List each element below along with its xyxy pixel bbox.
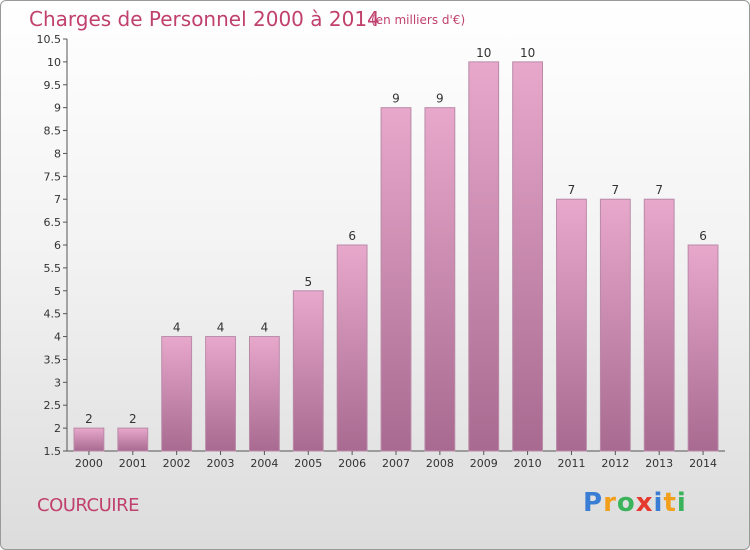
x-tick-label-2002: 2002 <box>163 457 191 470</box>
y-axis-ticks: 1.5 2 2.5 3 3.5 4 4.5 5 5.5 6 6.5 7 7.5 8 8.5 9 9.5 10 10.… <box>37 33 67 458</box>
x-tick-label-2003: 2003 <box>207 457 235 470</box>
x-tick-label-2011: 2011 <box>557 457 585 470</box>
logo-letter: x <box>635 488 654 518</box>
y-tick-label: 7.5 <box>44 170 62 183</box>
data-label-2003: 4 <box>217 321 225 335</box>
y-tick-label: 10.5 <box>37 33 62 46</box>
logo-letter: o <box>616 488 636 518</box>
data-label-2002: 4 <box>173 321 181 335</box>
x-axis-ticks: 2000 2001 2002 2003 2004 2005 2006 2007 2008 2009… <box>75 451 717 470</box>
logo-letter: P <box>583 488 604 518</box>
bar-2012 <box>599 198 631 452</box>
x-tick-label-2005: 2005 <box>294 457 322 470</box>
y-tick-label: 5.5 <box>44 262 62 275</box>
logo-letter: i <box>676 488 687 518</box>
y-tick-label: 9.5 <box>44 79 62 92</box>
y-tick-label: 8.5 <box>44 125 62 138</box>
y-tick-label: 8 <box>54 147 61 160</box>
x-tick-label-2009: 2009 <box>470 457 498 470</box>
data-label-2010: 10 <box>520 46 535 60</box>
y-tick-label: 3.5 <box>44 353 62 366</box>
logo-letter: r <box>603 488 617 518</box>
x-tick-label-2013: 2013 <box>645 457 673 470</box>
bar-2010 <box>512 61 544 452</box>
bars <box>73 61 719 452</box>
x-tick-label-2000: 2000 <box>75 457 103 470</box>
bar-2011 <box>556 198 587 452</box>
x-tick-label-2012: 2012 <box>601 457 629 470</box>
bar-2000 <box>73 427 105 452</box>
x-tick-label-2010: 2010 <box>514 457 542 470</box>
data-label-2007: 9 <box>392 92 400 106</box>
y-tick-label: 1.5 <box>44 445 62 458</box>
data-label-2006: 6 <box>348 229 356 243</box>
y-tick-label: 3 <box>54 376 61 389</box>
bar-2009 <box>468 61 500 452</box>
bar-2014 <box>687 244 719 452</box>
bar-2007 <box>380 107 412 452</box>
x-tick-label-2008: 2008 <box>426 457 454 470</box>
data-labels: 2 2 4 4 4 5 6 9 9 10 10 7 7 7 6 <box>85 46 707 426</box>
bar-2001 <box>117 427 149 452</box>
chart-title: Charges de Personnel 2000 à 2014 <box>29 7 380 31</box>
y-tick-label: 2 <box>54 422 61 435</box>
bar-2008 <box>424 107 456 452</box>
logo-letter: t <box>663 488 677 518</box>
y-tick-label: 5 <box>54 285 61 298</box>
data-label-2001: 2 <box>129 412 137 426</box>
data-label-2005: 5 <box>304 275 312 289</box>
bar-2004 <box>248 336 280 452</box>
town-name: COURCUIRE <box>37 495 139 516</box>
data-label-2000: 2 <box>85 412 93 426</box>
bar-2006 <box>336 244 368 452</box>
y-tick-label: 2.5 <box>44 399 62 412</box>
x-tick-label-2014: 2014 <box>689 457 717 470</box>
data-label-2011: 7 <box>568 183 576 197</box>
data-label-2008: 9 <box>436 92 444 106</box>
bar-2013 <box>643 198 675 452</box>
y-tick-label: 4.5 <box>44 308 62 321</box>
data-label-2009: 10 <box>476 46 491 60</box>
x-tick-label-2007: 2007 <box>382 457 410 470</box>
y-tick-label: 9 <box>54 102 61 115</box>
data-label-2013: 7 <box>655 183 663 197</box>
data-label-2014: 6 <box>699 229 707 243</box>
x-tick-label-2006: 2006 <box>338 457 366 470</box>
y-tick-label: 6.5 <box>44 216 62 229</box>
x-tick-label-2001: 2001 <box>119 457 147 470</box>
x-tick-label-2004: 2004 <box>250 457 278 470</box>
y-tick-label: 6 <box>54 239 61 252</box>
y-tick-label: 7 <box>54 193 61 206</box>
logo-letter: i <box>653 488 664 518</box>
bar-2003 <box>205 336 236 452</box>
y-tick-label: 10 <box>47 56 61 69</box>
proxiti-logo: Proxiti <box>583 488 687 518</box>
bar-2005 <box>292 290 324 452</box>
data-label-2012: 7 <box>612 183 620 197</box>
unit-note: (en milliers d'€) <box>371 13 466 27</box>
bar-2002 <box>161 336 193 452</box>
y-tick-label: 4 <box>54 331 61 344</box>
data-label-2004: 4 <box>261 321 269 335</box>
